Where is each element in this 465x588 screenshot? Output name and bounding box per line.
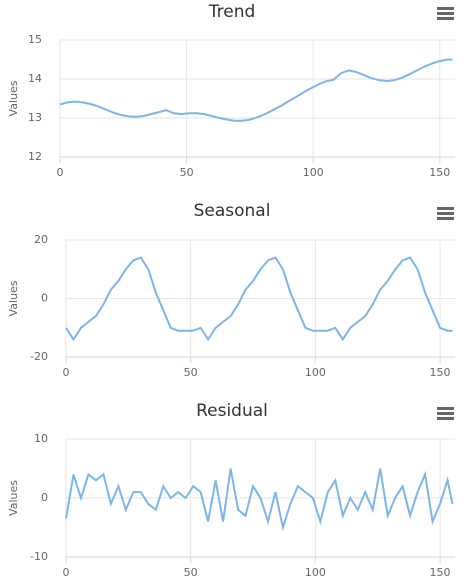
y-axis-title: Values: [7, 480, 20, 516]
menu-icon[interactable]: [437, 207, 454, 220]
x-tick-label: 100: [305, 566, 326, 579]
menu-icon[interactable]: [437, 407, 454, 420]
x-tick-label: 50: [180, 166, 194, 179]
y-tick-label: 20: [34, 233, 48, 246]
y-tick-label: 0: [41, 292, 48, 305]
series-line: [65, 468, 454, 532]
x-tick-label: 150: [430, 366, 451, 379]
y-axis-title: Values: [7, 280, 20, 316]
y-tick-label: -10: [30, 550, 48, 563]
series-line: [65, 256, 453, 342]
x-tick-label: 0: [63, 366, 70, 379]
chart-title: Seasonal: [194, 201, 271, 221]
y-tick-label: 10: [34, 432, 48, 445]
x-tick-label: 50: [184, 566, 198, 579]
menu-icon[interactable]: [437, 7, 454, 20]
y-axis-title: Values: [7, 80, 20, 116]
chart-title: Residual: [196, 401, 268, 421]
x-tick-label: 150: [429, 166, 450, 179]
x-tick-label: 100: [303, 166, 324, 179]
series-line: [59, 58, 453, 122]
x-tick-label: 150: [430, 566, 451, 579]
x-tick-label: 0: [63, 566, 70, 579]
y-tick-label: 14: [28, 72, 42, 85]
y-tick-label: 15: [28, 33, 42, 46]
y-tick-label: 12: [28, 150, 42, 163]
y-tick-label: 13: [28, 111, 42, 124]
chart-title: Trend: [208, 2, 256, 22]
x-tick-label: 50: [184, 366, 198, 379]
x-tick-label: 0: [57, 166, 64, 179]
y-tick-label: 0: [41, 491, 48, 504]
x-tick-label: 100: [305, 366, 326, 379]
y-tick-label: -20: [30, 350, 48, 363]
